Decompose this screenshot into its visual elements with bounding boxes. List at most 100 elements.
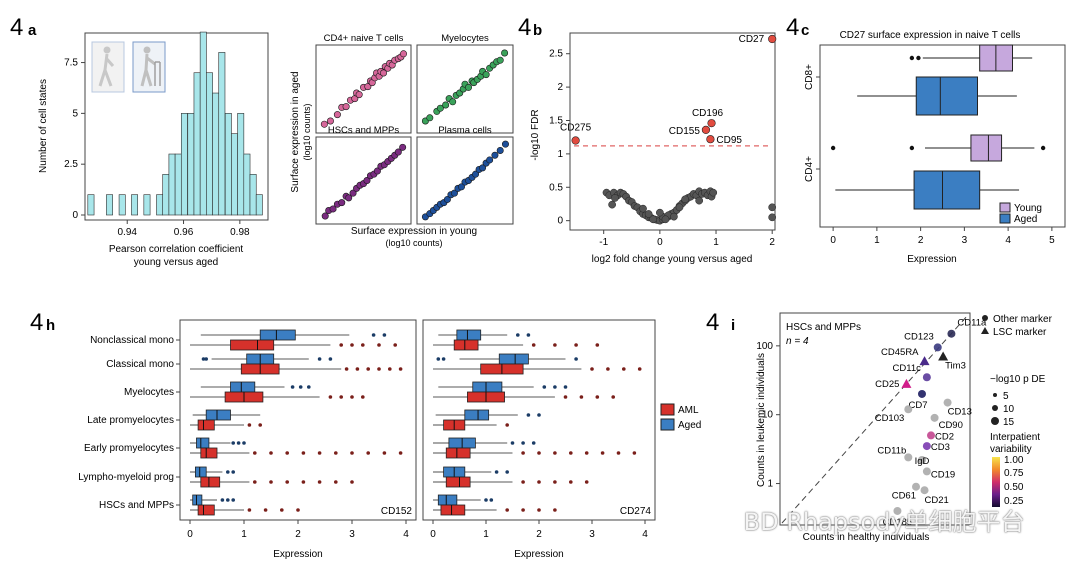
histogram-bar xyxy=(106,194,113,216)
lsc-marker-point xyxy=(901,378,912,388)
outlier-point xyxy=(616,451,621,455)
panel-c-frame xyxy=(819,44,1066,228)
outlier-point xyxy=(553,451,557,455)
other-marker-point xyxy=(893,506,902,515)
mini-scatter-point xyxy=(355,91,363,99)
panel-c-letter: c xyxy=(801,22,809,39)
panel-a: 4 a 0 2.5 5 7.5 0.94 0.96 0.98 Number of cell … xyxy=(10,14,269,268)
category-label: CD8+ xyxy=(804,64,815,90)
mini-scatter-point xyxy=(486,156,494,164)
volcano-point xyxy=(639,204,647,213)
volcano-point xyxy=(644,210,653,218)
aml-boxplots: Nonclassical mono Classical mono Myelocyte… xyxy=(78,319,701,560)
other-marker-point xyxy=(933,343,942,352)
marker-label: CD45RA xyxy=(881,347,919,358)
color-legend-label-050: 0.50 xyxy=(1004,482,1024,493)
size-legend-dot-15 xyxy=(991,417,999,425)
y-tick-label: 2.5 xyxy=(64,159,78,170)
y-tick-label: 0.5 xyxy=(549,182,563,193)
outlier-point xyxy=(537,451,541,455)
histogram-bar xyxy=(218,52,226,216)
mini-scatter-point xyxy=(426,114,434,122)
volcano-point-label: CD95 xyxy=(716,135,742,146)
x-tick-label: 0.94 xyxy=(117,227,137,238)
histogram-bar xyxy=(231,133,238,216)
panel-i-xlabel: Counts in healthy individuals xyxy=(803,532,930,543)
size-legend-title: −log10 p DE xyxy=(990,374,1046,385)
outlier-point xyxy=(526,333,531,337)
outlier-point xyxy=(220,498,225,502)
outlier-point xyxy=(355,367,360,371)
volcano-point xyxy=(649,215,657,224)
outlier-point xyxy=(366,367,371,371)
outlier-point xyxy=(350,451,354,455)
outlier-point xyxy=(542,385,547,389)
outlier-point xyxy=(298,385,303,389)
histogram-bar xyxy=(199,31,207,216)
category-label: Myelocytes xyxy=(124,387,174,398)
mini-scatter-point xyxy=(338,199,346,207)
other-marker-point xyxy=(922,442,931,451)
watermark: BD Rhapsody单细胞平台 xyxy=(700,502,1070,538)
outlier-point xyxy=(285,451,290,455)
outlier-point xyxy=(537,413,541,417)
volcano-point xyxy=(768,203,777,212)
mini-scatter-ylabel-units: (log10 counts) xyxy=(302,103,312,160)
mini-scatter-point xyxy=(465,83,473,91)
outlier-point xyxy=(484,498,488,502)
x-tick-label: 4 xyxy=(642,529,648,540)
mini-scatter-point xyxy=(342,103,350,111)
marker-label: CD11b xyxy=(877,445,906,456)
outlier-point xyxy=(1040,145,1046,151)
outlier-point xyxy=(247,508,252,512)
volcano-point-label: CD275 xyxy=(560,123,592,134)
outlier-point xyxy=(350,480,354,484)
category-label: Early promyelocytes xyxy=(84,443,174,454)
outlier-point xyxy=(595,395,600,399)
size-legend-dot-10 xyxy=(992,405,998,411)
box xyxy=(205,409,231,421)
outlier-point xyxy=(553,385,557,389)
outlier-point xyxy=(290,385,295,389)
outlier-point xyxy=(531,343,536,347)
x-tick-label: -1 xyxy=(599,237,608,248)
outlier-point xyxy=(436,357,441,361)
outlier-point xyxy=(231,470,235,474)
box xyxy=(445,447,471,459)
marker-label: CD11a xyxy=(957,318,987,329)
mini-scatter-point xyxy=(400,50,408,58)
outlier-point xyxy=(574,343,578,347)
color-legend-title-1: Interpatient xyxy=(990,432,1040,443)
mini-scatter-ylabel: Surface expression in aged xyxy=(290,71,301,192)
outlier-point xyxy=(301,451,306,455)
marker-label: CD61 xyxy=(892,491,916,502)
mini-scatter-point xyxy=(496,146,504,154)
mini-scatter-point xyxy=(501,140,509,148)
other-marker-point xyxy=(920,486,929,495)
x-tick-label: 4 xyxy=(1005,235,1011,246)
volcano-point xyxy=(768,213,777,222)
other-marker-point xyxy=(927,431,936,440)
outlier-point xyxy=(301,480,306,484)
marker-label: CD185 xyxy=(883,517,913,528)
other-marker-point xyxy=(904,405,913,414)
box xyxy=(445,476,471,488)
outlier-point xyxy=(611,395,615,399)
histogram-bar xyxy=(206,72,213,216)
histogram-bar xyxy=(187,113,195,216)
outlier-point xyxy=(361,395,365,399)
marker-label: CD25 xyxy=(875,379,899,390)
outlier-point xyxy=(366,451,371,455)
volcano-point xyxy=(656,208,664,217)
box xyxy=(498,353,529,365)
outlier-point xyxy=(296,508,300,512)
outlier-point xyxy=(916,55,921,61)
category-label: CD4+ xyxy=(804,156,815,182)
panel-i-number: 4 xyxy=(706,309,719,336)
panel-c-xlabel: Expression xyxy=(907,254,956,265)
legend-aml-swatch xyxy=(660,403,675,416)
outlier-point xyxy=(334,451,338,455)
marker-label: CD7 xyxy=(908,400,927,411)
